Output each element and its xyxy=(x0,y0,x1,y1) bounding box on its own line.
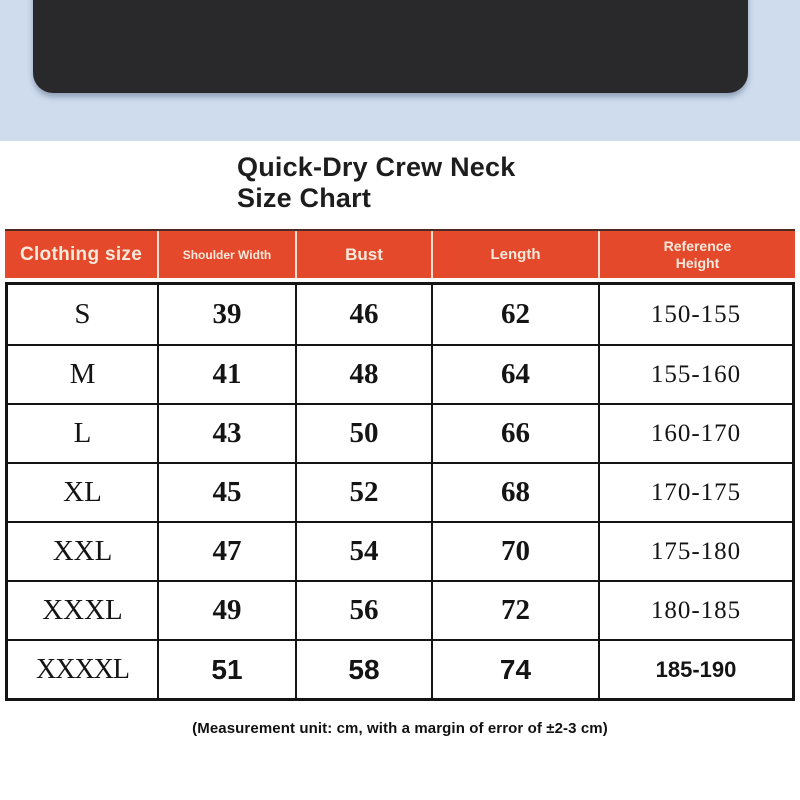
folded-garment-photo xyxy=(33,0,748,93)
cell-size: XXXXL xyxy=(36,653,130,685)
cell-bust: 50 xyxy=(295,405,431,462)
cell-shoulder-width: 41 xyxy=(157,346,295,403)
measurement-note: (Measurement unit: cm, with a margin of … xyxy=(192,720,608,737)
cell-shoulder-width: 51 xyxy=(157,641,295,698)
cell-bust: 48 xyxy=(295,346,431,403)
product-photo-band xyxy=(0,0,800,141)
table-row-m: M 41 48 64 155-160 xyxy=(8,344,792,403)
cell-reference-height: 185-190 xyxy=(598,641,792,698)
header-clothing-size: Clothing size xyxy=(19,243,143,265)
header-reference-height-label: Reference Height xyxy=(663,237,732,271)
size-table-body: S 39 46 62 150-155 M 41 48 64 155-160 L … xyxy=(5,282,795,701)
cell-size: M xyxy=(69,358,96,390)
cell-size: L xyxy=(73,417,92,449)
table-row-xxl: XXL 47 54 70 175-180 xyxy=(8,521,792,580)
cell-length: 64 xyxy=(431,346,598,403)
cell-shoulder-width: 47 xyxy=(157,523,295,580)
cell-shoulder-width: 43 xyxy=(157,405,295,462)
cell-length: 68 xyxy=(431,464,598,521)
header-shoulder-width: Shoulder Width xyxy=(157,231,295,278)
cell-shoulder-width: 39 xyxy=(157,285,295,344)
header-bust: Bust xyxy=(295,231,431,278)
cell-size: XXL xyxy=(52,535,113,567)
table-row-l: L 43 50 66 160-170 xyxy=(8,403,792,462)
cell-length: 74 xyxy=(431,641,598,698)
cell-reference-height: 160-170 xyxy=(598,405,792,462)
cell-reference-height: 180-185 xyxy=(598,582,792,639)
cell-shoulder-width: 49 xyxy=(157,582,295,639)
cell-length: 66 xyxy=(431,405,598,462)
page-title-line-2: Size Chart xyxy=(237,183,372,213)
cell-reference-height: 175-180 xyxy=(598,523,792,580)
cell-length: 72 xyxy=(431,582,598,639)
cell-reference-height: 155-160 xyxy=(598,346,792,403)
cell-size: XL xyxy=(63,476,102,508)
cell-bust: 46 xyxy=(295,285,431,344)
page-title: Quick-Dry Crew Neck Size Chart xyxy=(237,152,515,214)
cell-reference-height: 150-155 xyxy=(598,285,792,344)
table-row-xl: XL 45 52 68 170-175 xyxy=(8,462,792,521)
table-row-xxxxl: XXXXL 51 58 74 185-190 xyxy=(8,639,792,698)
cell-length: 70 xyxy=(431,523,598,580)
cell-size: S xyxy=(74,298,91,330)
cell-reference-height: 170-175 xyxy=(598,464,792,521)
cell-length: 62 xyxy=(431,285,598,344)
table-row-s: S 39 46 62 150-155 xyxy=(8,285,792,344)
size-table: Clothing size Shoulder Width Bust Length… xyxy=(5,229,795,701)
cell-bust: 58 xyxy=(295,641,431,698)
cell-bust: 54 xyxy=(295,523,431,580)
cell-bust: 56 xyxy=(295,582,431,639)
page-title-line-1: Quick-Dry Crew Neck xyxy=(237,152,516,182)
cell-bust: 52 xyxy=(295,464,431,521)
cell-size: XXXL xyxy=(42,594,123,626)
table-row-xxxl: XXXL 49 56 72 180-185 xyxy=(8,580,792,639)
header-length: Length xyxy=(431,231,598,278)
cell-shoulder-width: 45 xyxy=(157,464,295,521)
header-reference-height: Reference Height xyxy=(598,231,795,278)
size-table-header: Clothing size Shoulder Width Bust Length… xyxy=(5,229,795,278)
